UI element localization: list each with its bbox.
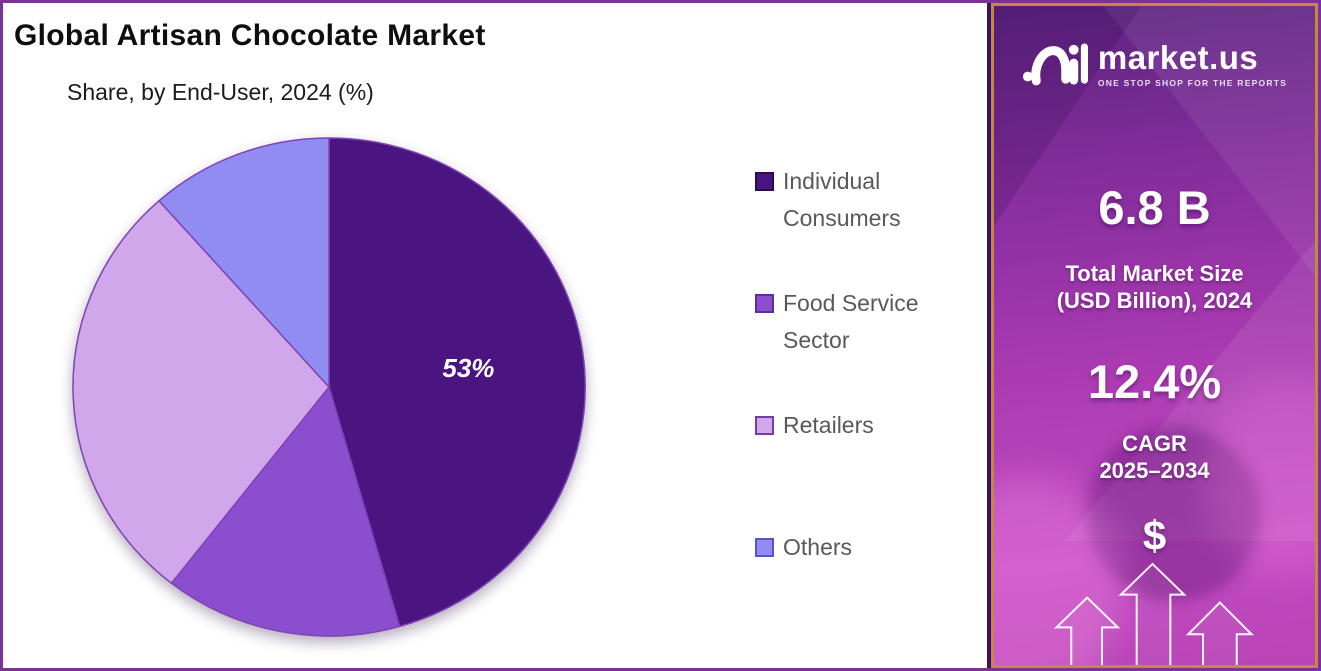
growth-arrows-icon	[1053, 562, 1254, 665]
brand-name: market.us	[1097, 38, 1259, 76]
legend-swatch-icon	[755, 294, 774, 313]
cagr-value: 12.4%	[1087, 355, 1222, 408]
brand-text: market.us ONE STOP SHOP FOR THE REPORTS	[1098, 41, 1287, 88]
legend-swatch-icon	[755, 172, 774, 191]
brand-panel: market.us ONE STOP SHOP FOR THE REPORTS …	[991, 3, 1318, 668]
pie-slice-food-service-sector	[170, 386, 401, 637]
legend-item-food-service-sector: Food Service Sector	[755, 285, 953, 359]
market-size-value: 6.8 B	[1098, 181, 1211, 234]
legend-label: Food Service Sector	[783, 290, 919, 353]
legend-swatch-icon	[755, 416, 774, 435]
legend-item-individual-consumers: Individual Consumers	[755, 163, 953, 237]
pie-slice-label: 53%	[442, 353, 494, 383]
cagr-caption: CAGR 2025–2034	[994, 430, 1315, 484]
legend-item-others: Others	[755, 529, 953, 566]
brand-tagline: ONE STOP SHOP FOR THE REPORTS	[1097, 77, 1288, 88]
panel-divider	[987, 3, 991, 668]
brand-logo: market.us ONE STOP SHOP FOR THE REPORTS	[994, 38, 1315, 90]
legend-swatch-icon	[755, 538, 774, 557]
up-arrow-icon	[1118, 562, 1187, 665]
legend-item-retailers: Retailers	[755, 407, 953, 444]
legend-label: Individual Consumers	[783, 168, 901, 231]
chart-area: Global Artisan Chocolate Market Share, b…	[3, 3, 988, 668]
up-arrow-icon	[1185, 601, 1254, 665]
pie-chart: 53%	[72, 137, 586, 637]
market-size-caption: Total Market Size (USD Billion), 2024	[994, 260, 1315, 314]
chart-subtitle: Share, by End-User, 2024 (%)	[67, 79, 374, 105]
cagr-caption-line2: 2025–2034	[1099, 458, 1210, 483]
legend-label: Retailers	[783, 412, 874, 438]
chart-title: Global Artisan Chocolate Market	[14, 19, 486, 52]
dollar-symbol: $	[1142, 512, 1167, 559]
up-arrow-icon	[1053, 596, 1121, 665]
legend-label: Others	[783, 534, 853, 560]
pie-slice-others	[158, 137, 330, 388]
market-size-caption-line1: Total Market Size	[1065, 261, 1244, 286]
pie-slice-retailers	[72, 200, 330, 584]
chart-legend: Individual Consumers Food Service Sector R…	[755, 163, 980, 643]
market-size-caption-line2: (USD Billion), 2024	[1056, 288, 1253, 313]
pie-slice-individual-consumers	[328, 137, 586, 628]
market-us-logo-icon	[1022, 43, 1088, 86]
cagr-caption-line1: CAGR	[1122, 431, 1187, 456]
